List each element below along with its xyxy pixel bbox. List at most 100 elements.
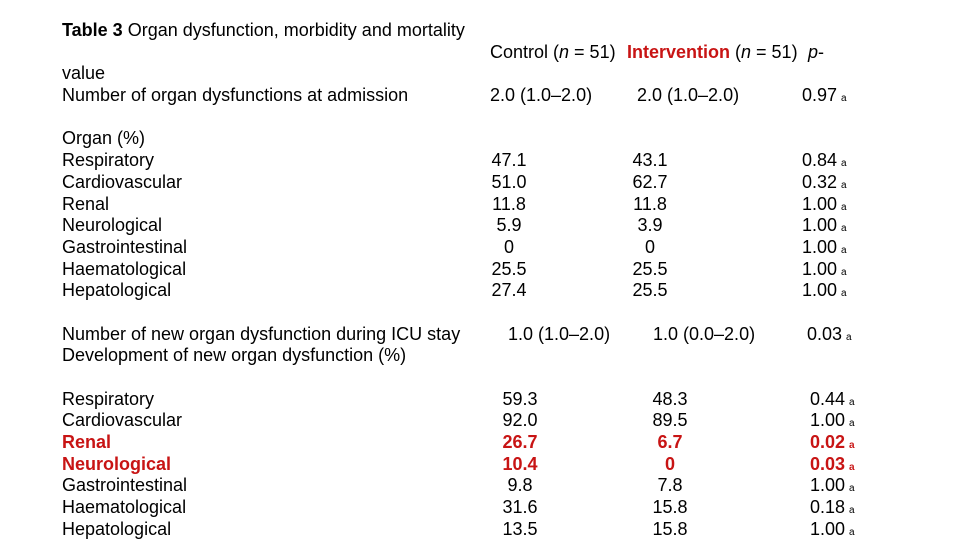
p-value: 0.84 a [802, 150, 847, 175]
p-value: 1.00 a [802, 280, 847, 305]
footnote-marker: a [841, 158, 847, 170]
row-label: Respiratory [62, 388, 155, 409]
control-value: 9.8 [507, 475, 533, 496]
control-value: 25.5 [491, 258, 527, 279]
p-value: 1.00 a [802, 237, 847, 262]
table-caption: Organ dysfunction, morbidity and mortali… [122, 20, 465, 40]
intervention-value: 15.8 [652, 518, 688, 539]
row-label: Cardiovascular [62, 410, 183, 431]
control-value: 31.6 [502, 497, 538, 518]
footnote-marker: a [849, 461, 855, 473]
intervention-value: 6.7 [657, 432, 683, 453]
table-row-icu-stay: Number of new organ dysfunction during I… [0, 324, 960, 346]
p-value-text: 1.00 [810, 410, 846, 431]
row-label: Neurological [62, 215, 163, 236]
control-value: 2.0 (1.0–2.0) [490, 85, 593, 106]
control-value: 5.9 [496, 215, 522, 236]
footnote-marker: a [841, 93, 847, 105]
p-value-text: 1.00 [802, 215, 838, 236]
p-value: 0.03 a [810, 454, 855, 479]
control-value: 27.4 [491, 280, 527, 301]
intervention-value: 0 [644, 236, 655, 257]
column-header-row: Control (n = 51) Intervention (n = 51) p… [0, 42, 960, 64]
control-value: 47.1 [491, 150, 527, 171]
row-label: Haematological [62, 497, 187, 518]
p-value: 0.97 a [802, 85, 847, 110]
table-row-highlighted: Neurological 10.4 0 0.03 a [0, 454, 960, 476]
control-value: 11.8 [492, 193, 526, 214]
footnote-marker: a [841, 288, 847, 300]
section-label-row: Development of new organ dysfunction (%) [0, 345, 960, 367]
intervention-value: 3.9 [637, 215, 663, 236]
table-row: Cardiovascular 92.0 89.5 1.00 a [0, 410, 960, 432]
p-italic: p [808, 41, 819, 62]
table-row: Renal 11.8 11.8 1.00 a [0, 194, 960, 216]
row-label: Number of organ dysfunctions at admissio… [62, 85, 409, 106]
intervention-header-text: Intervention [627, 41, 731, 62]
p-value-text: 1.00 [802, 280, 838, 301]
table-row: Hepatological 13.5 15.8 1.00 a [0, 519, 960, 540]
intervention-value: 0 [664, 453, 675, 474]
intervention-header-open: ( [730, 41, 742, 62]
p-value-text: 0.44 [810, 388, 846, 409]
page-title: Table 3 Organ dysfunction, morbidity and… [62, 20, 465, 42]
p-value: 1.00 a [802, 259, 847, 284]
footnote-marker: a [841, 244, 847, 256]
row-label: Respiratory [62, 150, 155, 171]
p-value: 1.00 a [802, 194, 847, 219]
control-value: 92.0 [502, 410, 538, 431]
intervention-header-n: = 51) [751, 41, 798, 62]
p-value-text: 0.03 [807, 323, 843, 344]
p-value-text: 0.18 [810, 497, 846, 518]
row-label: Renal [62, 193, 110, 214]
control-value: 51.0 [491, 171, 527, 192]
table-row: Gastrointestinal 0 0 1.00 a [0, 237, 960, 259]
control-value: 10.4 [502, 453, 538, 474]
table-row-admission: Number of organ dysfunctions at admissio… [0, 85, 960, 107]
footnote-marker: a [846, 331, 852, 343]
table-row: Respiratory 59.3 48.3 0.44 a [0, 389, 960, 411]
intervention-value: 62.7 [632, 171, 668, 192]
p-value: 0.18 a [810, 497, 855, 522]
row-label: Hepatological [62, 280, 172, 301]
table-row: Haematological 25.5 25.5 1.00 a [0, 259, 960, 281]
p-value-text: 1.00 [810, 518, 846, 539]
column-header-intervention: Intervention (n = 51) [627, 42, 798, 64]
row-label: Hepatological [62, 518, 172, 539]
control-header-text: Control ( [490, 41, 560, 62]
intervention-value: 2.0 (1.0–2.0) [637, 85, 740, 106]
p-value-text: 0.84 [802, 150, 838, 171]
table-row: Gastrointestinal 9.8 7.8 1.00 a [0, 475, 960, 497]
p-value-text: 1.00 [810, 475, 846, 496]
intervention-value: 25.5 [632, 280, 668, 301]
p-hyphen: - [818, 41, 825, 62]
p-value: 1.00 a [802, 215, 847, 240]
footnote-marker: a [849, 418, 855, 430]
title-row: Table 3 Organ dysfunction, morbidity and… [0, 20, 960, 42]
p-value-text: 1.00 [802, 258, 838, 279]
p-value-text: 0.32 [802, 171, 838, 192]
row-label: Gastrointestinal [62, 236, 188, 257]
intervention-value: 25.5 [632, 258, 668, 279]
p-value-text: 1.00 [802, 236, 838, 257]
n-italic: n [559, 41, 570, 62]
intervention-value: 7.8 [657, 475, 683, 496]
table-row: Respiratory 47.1 43.1 0.84 a [0, 150, 960, 172]
p-value-text: 0.02 [810, 432, 846, 453]
footnote-marker: a [841, 266, 847, 278]
p-value-text: 0.03 [810, 453, 846, 474]
n-italic: n [741, 41, 752, 62]
footnote-marker: a [841, 201, 847, 213]
pvalue-wrap-label: value [62, 63, 106, 84]
control-header-n: = 51) [569, 41, 616, 62]
table-number: Table 3 [62, 20, 123, 40]
footnote-marker: a [849, 440, 855, 452]
row-label: Cardiovascular [62, 171, 183, 192]
table-row-highlighted: Renal 26.7 6.7 0.02 a [0, 432, 960, 454]
intervention-value: 89.5 [652, 410, 688, 431]
p-value: 0.44 a [810, 389, 855, 414]
control-value: 59.3 [502, 388, 538, 409]
row-label: Neurological [62, 453, 172, 474]
intervention-value: 1.0 (0.0–2.0) [653, 323, 756, 344]
